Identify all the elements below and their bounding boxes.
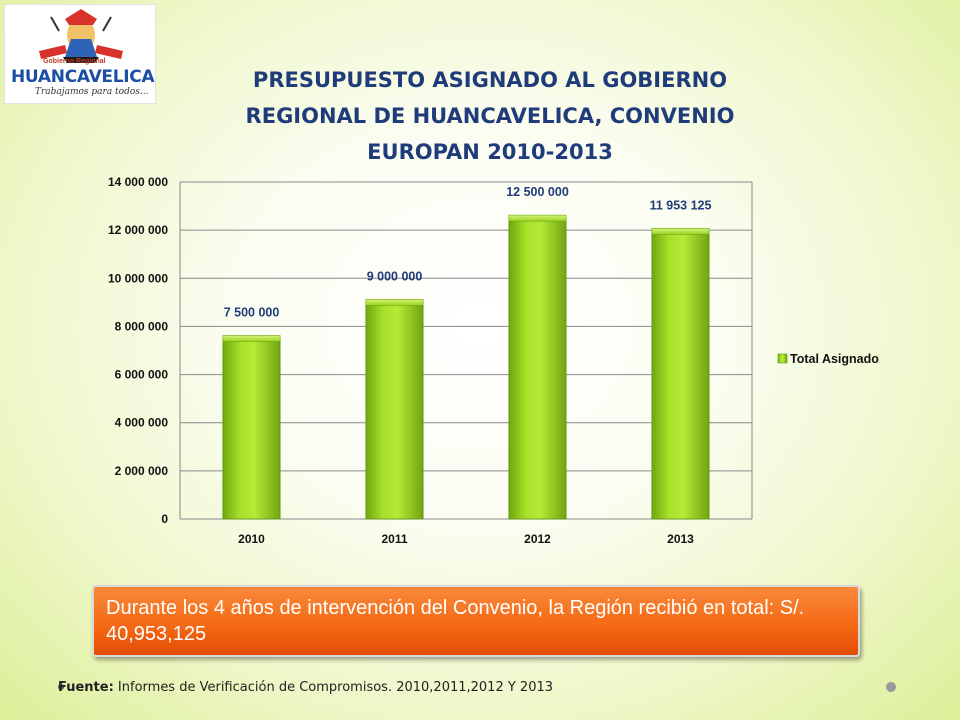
bar-cap-2011 xyxy=(365,299,424,306)
source-text: Fuente: Informes de Verificación de Comp… xyxy=(58,680,553,695)
data-label-2012: 12 500 000 xyxy=(506,185,569,199)
bars xyxy=(222,214,710,520)
source-detail: Informes de Verificación de Compromisos.… xyxy=(113,680,554,695)
y-tick-label: 8 000 000 xyxy=(115,319,169,333)
logo: Gobierno Regional HUANCAVELICA Trabajamo… xyxy=(4,4,156,104)
chart-title-line-1: PRESUPUESTO ASIGNADO AL GOBIERNO xyxy=(252,68,728,92)
y-tick-label: 10 000 000 xyxy=(108,271,168,285)
y-tick-label: 12 000 000 xyxy=(108,223,168,237)
data-label-2011: 9 000 000 xyxy=(367,269,423,283)
logo-name: HUANCAVELICA xyxy=(11,67,155,87)
slide-dot-icon xyxy=(886,682,896,692)
y-tick-label: 4 000 000 xyxy=(115,416,169,430)
y-tick-label: 14 000 000 xyxy=(108,175,168,189)
y-tick-label: 2 000 000 xyxy=(115,464,169,478)
x-tick-label-2012: 2012 xyxy=(524,532,551,546)
logo-emblem-icon xyxy=(39,9,123,63)
y-tick-label: 0 xyxy=(161,512,168,526)
bar-2011 xyxy=(365,301,424,520)
x-tick-label-2010: 2010 xyxy=(238,532,265,546)
source-label: Fuente: xyxy=(58,680,114,695)
bar-2010 xyxy=(222,338,281,520)
y-axis-ticks: 0 2 000 000 4 000 000 6 000 000 8 000 000 10 … xyxy=(108,175,168,526)
chart-title-line-2: REGIONAL DE HUANCAVELICA, CONVENIO xyxy=(245,104,735,128)
bar-cap-2010 xyxy=(222,335,281,342)
data-label-2010: 7 500 000 xyxy=(224,305,280,319)
data-labels: 7 500 000 9 000 000 12 500 000 11 953 125 xyxy=(224,185,712,319)
y-tick-label: 6 000 000 xyxy=(115,368,169,382)
bar-cap-2013 xyxy=(651,227,710,235)
legend-label: Total Asignado xyxy=(790,352,879,366)
data-label-2013: 11 953 125 xyxy=(650,198,712,212)
logo-top-text: Gobierno Regional xyxy=(43,58,106,65)
bar-2013 xyxy=(651,230,710,520)
bar-cap-2012 xyxy=(508,214,567,222)
legend-swatch xyxy=(777,353,788,364)
logo-slogan: Trabajamos para todos... xyxy=(35,87,149,97)
bar-2012 xyxy=(508,217,567,520)
bullet-icon xyxy=(58,684,64,690)
chart-title-line-3: EUROPAN 2010-2013 xyxy=(367,140,613,164)
x-tick-label-2013: 2013 xyxy=(667,532,694,546)
summary-note: Durante los 4 años de intervención del C… xyxy=(92,585,860,657)
chart-title: PRESUPUESTO ASIGNADO AL GOBIERNO REGIONA… xyxy=(190,62,790,170)
x-tick-label-2011: 2011 xyxy=(381,532,407,546)
legend: Total Asignado xyxy=(777,352,879,366)
x-axis-ticks: 2010 2011 2012 2013 xyxy=(238,532,694,546)
